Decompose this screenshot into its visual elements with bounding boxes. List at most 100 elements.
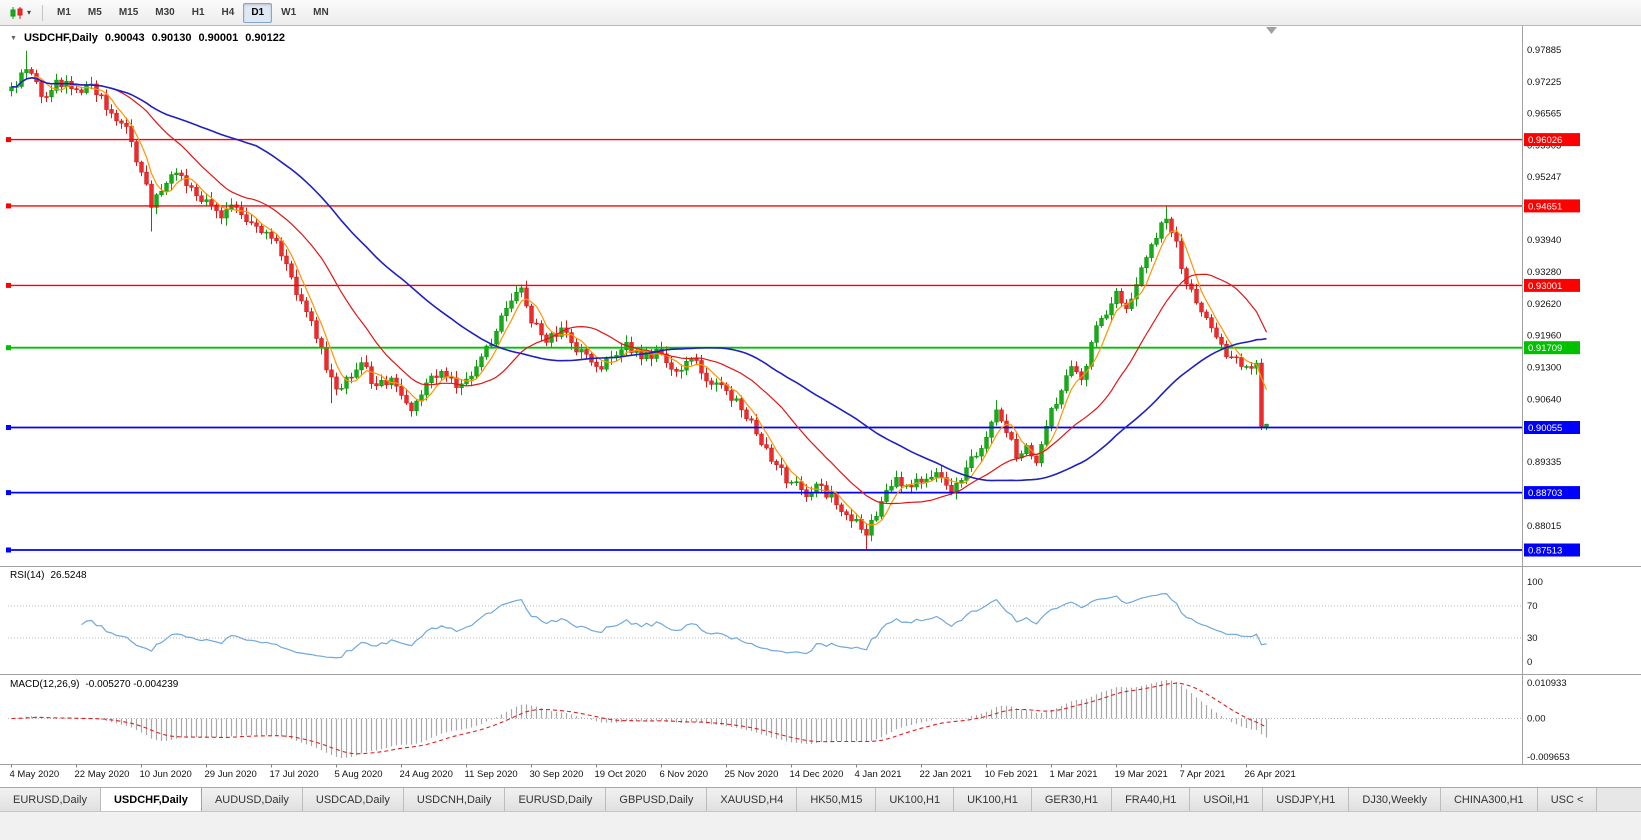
tab-uk100-h1[interactable]: UK100,H1	[876, 788, 955, 811]
price-axis-label: 0.97225	[1527, 77, 1561, 88]
timeframe-mn[interactable]: MN	[313, 6, 329, 18]
price-badge	[1524, 199, 1580, 213]
timeframe-h1[interactable]: H1	[191, 6, 205, 18]
price-axis-label: 0.90640	[1527, 394, 1561, 405]
date-tick-label: 19 Mar 2021	[1115, 769, 1168, 780]
price-badge	[1524, 421, 1580, 434]
tab-china300-h1[interactable]: CHINA300,H1	[1440, 788, 1538, 811]
rsi-panel: 100 70 30 0	[8, 577, 1543, 668]
panel-frames	[0, 26, 1641, 765]
date-axis: 4 May 2020 22 May 2020 10 Jun 2020 29 Jun 2…	[10, 764, 1296, 780]
chart-close-value: 0.90122	[245, 32, 285, 44]
price-badge-label: 0.90055	[1528, 423, 1562, 434]
chart-shift-marker[interactable]	[1266, 27, 1277, 34]
macd-axis-label: -0.009653	[1527, 752, 1570, 763]
tab-xauusd-h4[interactable]: XAUUSD,H4	[707, 788, 798, 811]
rsi-name: RSI(14)	[10, 570, 45, 581]
macd-axis-label: 0.00	[1527, 713, 1546, 724]
rsi-axis-label: 0	[1527, 657, 1532, 668]
chart-type-button[interactable]: ▾	[4, 3, 36, 23]
tab-usoil-h1[interactable]: USOil,H1	[1190, 788, 1264, 811]
date-tick-label: 17 Jul 2020	[270, 769, 319, 780]
tab-eurusd-daily[interactable]: EURUSD,Daily	[505, 788, 607, 811]
candlestick-chart-icon	[10, 6, 23, 19]
date-tick-label: 6 Nov 2020	[660, 769, 709, 780]
price-axis-label: 0.97885	[1527, 45, 1561, 56]
timeframe-m15[interactable]: M15	[118, 6, 139, 18]
tab-usdcnh-daily[interactable]: USDCNH,Daily	[403, 788, 506, 811]
price-badge	[1524, 133, 1580, 147]
price-axis-label: 0.91300	[1527, 362, 1561, 373]
timeframe-m1[interactable]: M1	[57, 6, 71, 18]
date-tick-label: 4 Jan 2021	[855, 769, 902, 780]
rsi-axis-label: 30	[1527, 633, 1538, 644]
date-tick-label: 10 Jun 2020	[140, 769, 192, 780]
tab-fra40-h1[interactable]: FRA40,H1	[1112, 788, 1191, 811]
chart-canvas[interactable]: 0.978850.972250.965650.959050.952470.939…	[0, 26, 1641, 782]
chart-high-value: 0.90130	[151, 32, 192, 44]
chevron-down-icon: ▾	[27, 8, 32, 17]
rsi-axis-label: 100	[1527, 577, 1543, 588]
tab-audusd-daily[interactable]: AUDUSD,Daily	[201, 788, 303, 811]
hline-handle[interactable]	[6, 490, 11, 496]
price-badge	[1524, 278, 1580, 292]
tab-dj30-weekly[interactable]: DJ30,Weekly	[1349, 788, 1441, 811]
price-axis: 0.978850.972250.965650.959050.952470.939…	[1524, 45, 1580, 557]
hline-handle[interactable]	[6, 425, 11, 430]
hline-handle[interactable]	[6, 282, 11, 288]
tab-gbpusd-daily[interactable]: GBPUSD,Daily	[606, 788, 708, 811]
timeframe-m5[interactable]: M5	[87, 6, 102, 18]
tab-ger30-h1[interactable]: GER30,H1	[1031, 788, 1113, 811]
price-badge-label: 0.88703	[1528, 488, 1562, 499]
rsi-line	[81, 592, 1267, 659]
ma-line-20	[11, 77, 1268, 505]
price-badge-label: 0.96026	[1528, 135, 1562, 146]
date-tick-label: 24 Aug 2020	[400, 769, 453, 780]
collapse-triangle-icon[interactable]: ▼	[10, 34, 17, 42]
timeframe-buttons: M1 M5 M15 M30 H1 H4 D1 W1 MN	[49, 2, 337, 23]
price-axis-label: 0.92620	[1527, 299, 1561, 310]
chart-tab-bar: EURUSD,Daily USDCHF,Daily AUDUSD,Daily USDC…	[0, 787, 1641, 811]
tab-uk100-h1[interactable]: UK100,H1	[954, 788, 1032, 811]
rsi-indicator-label: RSI(14) 26.5248	[10, 570, 87, 581]
price-axis-label: 0.88015	[1527, 521, 1561, 532]
tab-usdchf-daily[interactable]: USDCHF,Daily	[100, 788, 202, 811]
chart-symbol-period: USDCHF,Daily	[23, 32, 98, 44]
date-tick-label: 30 Sep 2020	[530, 769, 584, 780]
date-tick-label: 25 Nov 2020	[725, 769, 779, 780]
price-axis-label: 0.89335	[1527, 457, 1561, 468]
timeframe-w1[interactable]: W1	[281, 6, 297, 18]
price-axis-label: 0.96565	[1527, 109, 1561, 120]
date-tick-label: 11 Sep 2020	[465, 769, 518, 780]
ma-line-5	[11, 76, 1268, 526]
date-tick-label: 5 Aug 2020	[335, 769, 383, 780]
date-tick-label: 1 Mar 2021	[1050, 769, 1098, 780]
price-badge-label: 0.93001	[1528, 281, 1562, 292]
price-badge-label: 0.94651	[1528, 201, 1562, 212]
tab-hk50-m15[interactable]: HK50,M15	[797, 788, 877, 811]
tab-eurusd-daily[interactable]: EURUSD,Daily	[0, 788, 101, 811]
date-tick-label: 29 Jun 2020	[205, 769, 257, 780]
horizontal-lines	[6, 137, 1522, 553]
moving-averages	[11, 76, 1268, 526]
ma-line-50	[11, 76, 1267, 482]
macd-panel: 0.010933 0.00 -0.009653	[8, 678, 1570, 763]
price-badge-label: 0.87513	[1528, 546, 1562, 557]
price-badge	[1524, 341, 1580, 355]
tab-usc[interactable]: USC <	[1537, 788, 1598, 811]
hline-handle[interactable]	[6, 203, 11, 209]
price-badge-label: 0.91709	[1528, 343, 1562, 354]
tab-usdcad-daily[interactable]: USDCAD,Daily	[302, 788, 404, 811]
hline-handle[interactable]	[6, 547, 11, 553]
timeframe-toolbar: ▾ M1 M5 M15 M30 H1 H4 D1 W1 MN	[0, 0, 1641, 26]
price-axis-label: 0.91960	[1527, 331, 1561, 342]
tab-usdjpy-h1[interactable]: USDJPY,H1	[1263, 788, 1350, 811]
hline-handle[interactable]	[6, 345, 11, 351]
timeframe-m30[interactable]: M30	[155, 6, 175, 18]
timeframe-h4[interactable]: H4	[221, 6, 235, 18]
macd-name: MACD(12,26,9)	[10, 679, 80, 690]
hline-handle[interactable]	[6, 137, 11, 143]
macd-indicator-label: MACD(12,26,9) -0.005270 -0.004239	[10, 679, 178, 690]
timeframe-d1[interactable]: D1	[243, 2, 273, 23]
price-axis-label: 0.93940	[1527, 235, 1561, 246]
